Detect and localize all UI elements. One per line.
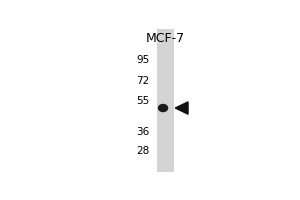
Text: 55: 55	[136, 96, 150, 106]
Text: 72: 72	[136, 76, 150, 86]
Text: 36: 36	[136, 127, 150, 137]
Text: MCF-7: MCF-7	[146, 32, 185, 45]
Bar	[157, 29, 174, 172]
Text: 95: 95	[136, 55, 150, 65]
Polygon shape	[175, 102, 188, 114]
Ellipse shape	[158, 104, 168, 112]
Text: 28: 28	[136, 146, 150, 156]
